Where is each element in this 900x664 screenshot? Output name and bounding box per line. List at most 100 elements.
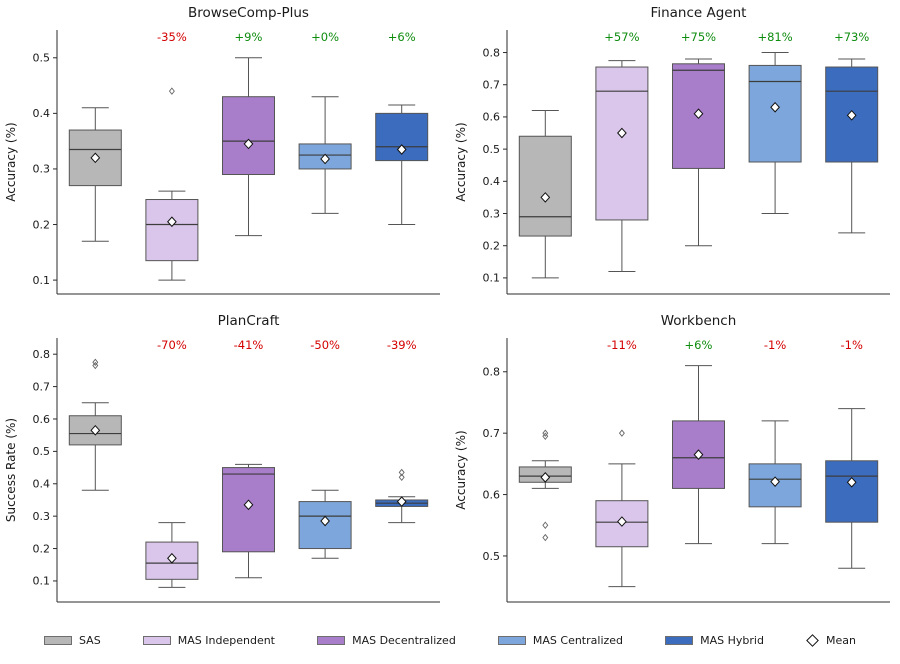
outlier-marker bbox=[398, 468, 405, 477]
legend-label: Mean bbox=[826, 633, 856, 647]
y-tick-label: 0.5 bbox=[483, 143, 501, 156]
y-tick-label: 0.7 bbox=[483, 79, 501, 92]
legend-label: MAS Centralized bbox=[532, 633, 624, 647]
mean-marker bbox=[90, 424, 101, 436]
legend: SAS MAS Independent MAS Decentralized MA… bbox=[0, 616, 900, 664]
y-tick-label: 0.4 bbox=[483, 175, 501, 188]
mean-marker bbox=[320, 515, 330, 527]
legend-label: MAS Decentralized bbox=[352, 633, 456, 647]
box bbox=[595, 500, 649, 548]
subplot-title: Finance Agent bbox=[651, 5, 747, 21]
y-axis-label: Success Rate (%) bbox=[4, 418, 18, 522]
y-tick-label: 0.3 bbox=[483, 207, 501, 220]
subplot-plancraft: PlanCraft Success Rate (%) 0.1 0.2 0.3 0.4 0.5… bbox=[0, 308, 450, 616]
y-axis-label: Accuracy (%) bbox=[4, 122, 18, 201]
y-tick-label: 0.7 bbox=[33, 380, 51, 393]
y-tick-label: 0.3 bbox=[33, 510, 51, 523]
delta-annotation: +57% bbox=[604, 30, 639, 44]
subplot-grid: BrowseComp-Plus Accuracy (%) 0.1 0.2 0.3 0.4 0… bbox=[0, 0, 900, 616]
legend-item-mas-independent: MAS Independent bbox=[142, 633, 275, 647]
mean-marker bbox=[320, 153, 330, 165]
y-tick-label: 0.2 bbox=[483, 240, 501, 253]
delta-annotation: -70% bbox=[157, 338, 187, 352]
legend-label: MAS Independent bbox=[177, 633, 275, 647]
subplot-title: PlanCraft bbox=[218, 313, 280, 329]
mean-diamond-icon bbox=[806, 633, 819, 647]
delta-annotation: +73% bbox=[834, 30, 869, 44]
mas-hybrid-swatch-icon bbox=[665, 635, 694, 645]
y-tick-label: 0.3 bbox=[33, 163, 51, 176]
mean-marker bbox=[167, 552, 177, 564]
mean-marker bbox=[846, 109, 857, 121]
plancraft-chart: PlanCraft Success Rate (%) 0.1 0.2 0.3 0.4 0.5… bbox=[4, 313, 440, 603]
finance-agent-chart: Finance Agent Accuracy (%) 0.1 0.2 0.3 0.4 0.5… bbox=[454, 5, 890, 295]
y-tick-label: 0.5 bbox=[483, 550, 501, 563]
mean-marker bbox=[90, 152, 101, 164]
mean-marker bbox=[396, 496, 407, 507]
y-axis-label: Accuracy (%) bbox=[454, 122, 468, 201]
y-tick-label: 0.7 bbox=[483, 427, 501, 440]
outlier-marker bbox=[398, 473, 405, 482]
y-tick-label: 0.5 bbox=[33, 52, 51, 65]
outlier-marker bbox=[92, 361, 99, 370]
subplot-title: BrowseComp-Plus bbox=[188, 5, 309, 21]
mas-centralized-swatch-icon bbox=[497, 635, 526, 645]
mas-decentralized-swatch-icon bbox=[317, 635, 346, 645]
delta-annotation: +0% bbox=[311, 30, 339, 44]
subplot-browsecomp-plus: BrowseComp-Plus Accuracy (%) 0.1 0.2 0.3 0.4 0… bbox=[0, 0, 450, 308]
y-tick-label: 0.8 bbox=[483, 46, 501, 59]
outlier-marker bbox=[618, 429, 625, 437]
y-tick-label: 0.1 bbox=[483, 272, 501, 285]
mean-marker bbox=[396, 144, 407, 155]
delta-annotation: -1% bbox=[840, 338, 862, 352]
y-tick-label: 0.6 bbox=[483, 488, 501, 501]
subplot-title: Workbench bbox=[661, 313, 737, 329]
y-tick-label: 0.2 bbox=[33, 542, 51, 555]
delta-annotation: +75% bbox=[681, 30, 716, 44]
legend-label: SAS bbox=[79, 633, 101, 647]
outlier-marker bbox=[542, 533, 549, 542]
box bbox=[222, 96, 275, 176]
mas-independent-swatch-icon bbox=[142, 635, 171, 645]
y-tick-label: 0.4 bbox=[33, 478, 51, 491]
delta-annotation: +6% bbox=[685, 338, 713, 352]
delta-annotation: -1% bbox=[764, 338, 786, 352]
box bbox=[595, 66, 649, 221]
legend-item-mas-decentralized: MAS Decentralized bbox=[317, 634, 456, 647]
box bbox=[518, 135, 572, 237]
mean-marker bbox=[693, 449, 704, 460]
y-tick-label: 0.8 bbox=[33, 348, 51, 361]
delta-annotation: -11% bbox=[607, 338, 637, 352]
mean-marker bbox=[617, 516, 627, 527]
subplot-workbench: Workbench Accuracy (%) 0.5 0.6 0.7 0.8 -11% +6%… bbox=[450, 308, 900, 616]
y-tick-label: 0.4 bbox=[33, 107, 51, 120]
box bbox=[145, 199, 199, 262]
outlier-marker bbox=[542, 429, 549, 437]
mean-marker bbox=[617, 127, 627, 139]
y-tick-label: 0.5 bbox=[33, 445, 51, 458]
box bbox=[825, 460, 879, 523]
outlier-marker bbox=[542, 521, 549, 529]
delta-annotation: +6% bbox=[388, 30, 416, 44]
y-axis-label: Accuracy (%) bbox=[454, 430, 468, 509]
legend-label: MAS Hybrid bbox=[700, 633, 764, 647]
delta-annotation: +9% bbox=[235, 30, 263, 44]
mean-marker bbox=[770, 476, 780, 488]
mean-marker bbox=[243, 499, 254, 511]
legend-item-mas-centralized: MAS Centralized bbox=[497, 633, 624, 647]
mean-marker bbox=[540, 472, 551, 483]
y-tick-label: 0.6 bbox=[483, 111, 501, 124]
y-tick-label: 0.2 bbox=[33, 218, 51, 231]
sas-swatch-icon bbox=[44, 635, 72, 645]
legend-item-sas: SAS bbox=[44, 634, 101, 647]
workbench-chart: Workbench Accuracy (%) 0.5 0.6 0.7 0.8 -11% +6%… bbox=[454, 313, 890, 603]
y-tick-label: 0.6 bbox=[33, 413, 51, 426]
delta-annotation: +81% bbox=[757, 30, 792, 44]
mean-marker bbox=[540, 192, 551, 203]
box bbox=[748, 64, 802, 163]
mean-marker bbox=[243, 138, 254, 150]
mean-marker bbox=[770, 101, 780, 113]
delta-annotation: -50% bbox=[310, 338, 340, 352]
delta-annotation: -41% bbox=[234, 338, 264, 352]
